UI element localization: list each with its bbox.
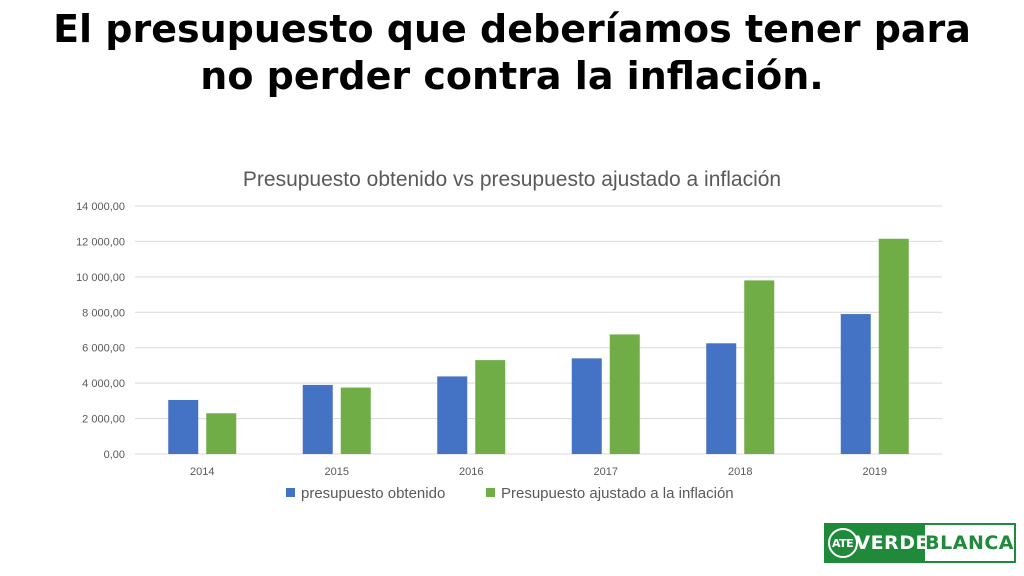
- y-tick-label: 6 000,00: [82, 343, 125, 355]
- bar-obtenido-2016: [437, 376, 468, 454]
- x-axis-tick-labels: 2014 2015 2016 2017 2018 2019: [190, 466, 887, 478]
- bar-ajustado-2019: [878, 238, 909, 454]
- bars: [168, 238, 909, 454]
- bar-ajustado-2017: [609, 334, 640, 454]
- bar-ajustado-2016: [475, 360, 506, 454]
- bar-ajustado-2014: [206, 413, 237, 454]
- legend-swatch: [286, 488, 295, 497]
- y-tick-label: 14 000,00: [76, 201, 125, 213]
- x-tick-label: 2016: [459, 466, 483, 478]
- slide-title: El presupuesto que deberíamos tener para…: [53, 7, 971, 98]
- bar-obtenido-2014: [168, 399, 199, 454]
- y-tick-label: 0,00: [104, 449, 125, 461]
- y-tick-label: 12 000,00: [76, 236, 125, 248]
- legend-label: Presupuesto ajustado a la inflación: [501, 485, 734, 502]
- x-tick-label: 2019: [863, 466, 887, 478]
- ate-badge: ATE: [826, 525, 860, 561]
- verde-blanca-logo: ATE VERDE BLANCA: [824, 523, 1016, 563]
- y-tick-label: 8 000,00: [82, 307, 125, 319]
- bar-obtenido-2017: [571, 358, 602, 454]
- x-tick-label: 2018: [728, 466, 752, 478]
- x-tick-label: 2017: [594, 466, 618, 478]
- y-axis-tick-labels: 0,00 2 000,00 4 000,00 6 000,00 8 000,00 10 0…: [76, 201, 125, 461]
- chart-title: Presupuesto obtenido vs presupuesto ajus…: [243, 168, 781, 191]
- legend: presupuesto obtenido Presupuesto ajustado…: [286, 485, 734, 502]
- y-tick-label: 2 000,00: [82, 414, 125, 426]
- legend-swatch: [486, 488, 495, 497]
- bar-ajustado-2018: [744, 280, 775, 454]
- logo-word-verde: VERDE: [855, 525, 928, 561]
- bar-ajustado-2015: [340, 387, 371, 454]
- gridlines: [135, 205, 942, 455]
- bar-obtenido-2018: [706, 343, 737, 454]
- y-tick-label: 10 000,00: [76, 272, 125, 284]
- bar-chart: Presupuesto obtenido vs presupuesto ajus…: [76, 168, 942, 502]
- ate-badge-label: ATE: [827, 528, 858, 558]
- x-tick-label: 2015: [325, 466, 349, 478]
- bar-obtenido-2019: [840, 314, 871, 454]
- bar-obtenido-2015: [302, 384, 333, 454]
- logo-word-blanca: BLANCA: [925, 532, 1014, 554]
- legend-label: presupuesto obtenido: [301, 485, 445, 502]
- y-tick-label: 4 000,00: [82, 378, 125, 390]
- x-tick-label: 2014: [190, 466, 214, 478]
